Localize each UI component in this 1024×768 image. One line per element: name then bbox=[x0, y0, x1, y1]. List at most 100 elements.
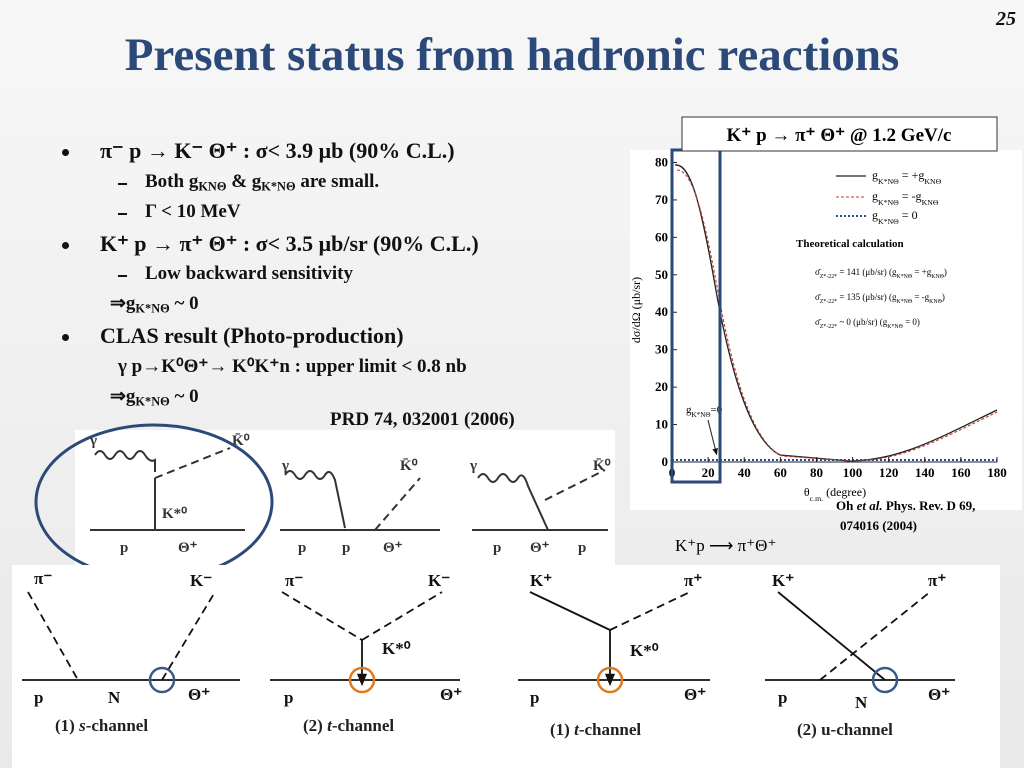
label: K⁻ bbox=[428, 571, 450, 590]
text-segment: = -g bbox=[899, 189, 922, 203]
y-tick-label: 10 bbox=[655, 417, 668, 432]
diagram-panel bbox=[12, 565, 1000, 768]
label: K⁺ bbox=[772, 571, 794, 590]
theory-title: Theoretical calculation bbox=[796, 238, 904, 250]
text-segment: s bbox=[78, 716, 86, 735]
label: K*⁰ bbox=[382, 639, 411, 658]
plot-title: K⁺ p → π⁺ Θ⁺ @ 1.2 GeV/c bbox=[727, 125, 952, 146]
text-segment: K*NΘ bbox=[878, 198, 899, 207]
label: γ bbox=[89, 433, 97, 449]
y-tick-label: 80 bbox=[655, 154, 668, 169]
text-segment: ~ 0 bbox=[169, 293, 199, 314]
annotation-arrow bbox=[707, 419, 718, 456]
label: Θ⁺ bbox=[530, 540, 550, 556]
caption: (2) u-channel bbox=[797, 720, 893, 739]
theory-line: σ̄Z*-22* ~ 0 (μb/sr) (gK*NΘ = 0) bbox=[815, 317, 920, 330]
label: π⁻ bbox=[285, 571, 303, 590]
legend-entry: gK*NΘ = -gKNΘ bbox=[872, 189, 939, 207]
text-segment: Z*-22* bbox=[820, 324, 837, 330]
x-tick-label: 120 bbox=[879, 465, 899, 480]
label: p bbox=[298, 540, 306, 556]
bullet bbox=[62, 242, 69, 249]
text-segment: = 135 (μb/sr) (g bbox=[837, 292, 897, 302]
bullet bbox=[62, 149, 69, 156]
label: p bbox=[34, 688, 43, 707]
text-segment: ) bbox=[944, 267, 947, 277]
plot-panel bbox=[630, 150, 1022, 510]
label: γ bbox=[469, 458, 477, 474]
text-segment: = 0 bbox=[899, 208, 918, 222]
label: K⁻ bbox=[190, 571, 212, 590]
dash bbox=[118, 213, 127, 215]
citation: 074016 (2004) bbox=[840, 518, 917, 533]
text-segment: K*NΘ bbox=[896, 299, 912, 305]
text-segment: σ̄ bbox=[815, 317, 822, 327]
text-segment: K*NΘ bbox=[692, 411, 711, 419]
x-tick-label: 80 bbox=[810, 465, 823, 480]
y-tick-label: 70 bbox=[655, 192, 668, 207]
text-segment: Both g bbox=[145, 171, 199, 192]
label: π⁺ bbox=[684, 571, 702, 590]
photon bbox=[284, 470, 346, 529]
text-segment: Γ < 10 MeV bbox=[145, 201, 241, 222]
label: N bbox=[855, 693, 868, 712]
label: K̄⁰ bbox=[232, 433, 250, 449]
text-segment: (2) bbox=[303, 716, 327, 735]
label: π⁻ bbox=[34, 569, 52, 588]
text-segment: g bbox=[686, 404, 692, 416]
text-segment: g bbox=[872, 168, 878, 182]
text-segment: Low backward sensitivity bbox=[145, 263, 353, 284]
hadron-diagram-lines bbox=[22, 591, 955, 687]
sub-item: Low backward sensitivity bbox=[145, 263, 353, 285]
meson bbox=[819, 591, 931, 681]
text-segment: Z*-22* bbox=[820, 274, 837, 280]
text-segment: K*NΘ bbox=[878, 177, 899, 186]
y-tick-label: 50 bbox=[655, 267, 668, 282]
y-axis-label: dσ/dΩ (μb/sr) bbox=[629, 277, 643, 343]
text-segment: σ̄ bbox=[815, 292, 822, 302]
kaon bbox=[544, 469, 606, 501]
meson bbox=[777, 591, 886, 681]
x-tick-label: 100 bbox=[843, 465, 863, 480]
caption: (1) s-channel bbox=[55, 716, 148, 735]
text-segment: ) bbox=[942, 292, 945, 302]
captions: (1) s-channel (2) t-channel (1) t-channe… bbox=[55, 716, 893, 739]
text-segment: Z*-22* bbox=[820, 299, 837, 305]
x-tick-label: 20 bbox=[702, 465, 715, 480]
text-segment: ⇒g bbox=[110, 386, 136, 407]
text-segment: 074016 (2004) bbox=[840, 518, 917, 533]
x-axis-label: θc.m. (degree) bbox=[804, 485, 866, 503]
text-segment: et al. bbox=[857, 498, 883, 513]
citation: Oh et al. Phys. Rev. D 69, bbox=[836, 498, 975, 513]
text-segment: -channel bbox=[332, 716, 395, 735]
theory-line: σ̄Z*-22* = 135 (μb/sr) (gK*NΘ = -gKNΘ) bbox=[815, 292, 945, 305]
label: Θ⁺ bbox=[178, 540, 198, 556]
hadron-labels: π⁻ K⁻ p N Θ⁺ π⁻ K⁻ K*⁰ p Θ⁺ K⁺ π⁺ K*⁰ p … bbox=[34, 569, 950, 712]
label: p bbox=[284, 688, 293, 707]
text-segment: KNΘ bbox=[198, 179, 227, 194]
meson bbox=[529, 591, 611, 631]
text-segment: (1) bbox=[55, 716, 79, 735]
caption: (1) t-channel bbox=[550, 720, 641, 739]
label: K*⁰ bbox=[162, 506, 187, 522]
reference: PRD 74, 032001 (2006) bbox=[330, 409, 515, 430]
y-tick-label: 20 bbox=[655, 379, 668, 394]
text-segment: K*NΘ bbox=[135, 301, 170, 316]
label: N bbox=[108, 688, 121, 707]
diagram-panel bbox=[75, 430, 615, 565]
x-tick-label: 180 bbox=[987, 465, 1007, 480]
y-tick-label: 60 bbox=[655, 229, 668, 244]
label: Θ⁺ bbox=[684, 685, 706, 704]
label: π⁺ bbox=[928, 571, 946, 590]
note: ⇒gK*NΘ ~ 0 bbox=[110, 385, 199, 410]
text-segment: = +g bbox=[912, 267, 932, 277]
text-segment: KNΘ bbox=[931, 274, 944, 280]
label: Θ⁺ bbox=[383, 540, 403, 556]
text-segment: -channel bbox=[86, 716, 149, 735]
bullet-text: CLAS result (Photo-production) bbox=[100, 323, 404, 348]
reaction: K⁺p ⟶ π⁺Θ⁺ bbox=[675, 536, 776, 555]
text-segment: ~ 0 (μb/sr) (g bbox=[837, 317, 888, 327]
text-segment: g bbox=[872, 189, 878, 203]
text-segment: g bbox=[872, 208, 878, 222]
